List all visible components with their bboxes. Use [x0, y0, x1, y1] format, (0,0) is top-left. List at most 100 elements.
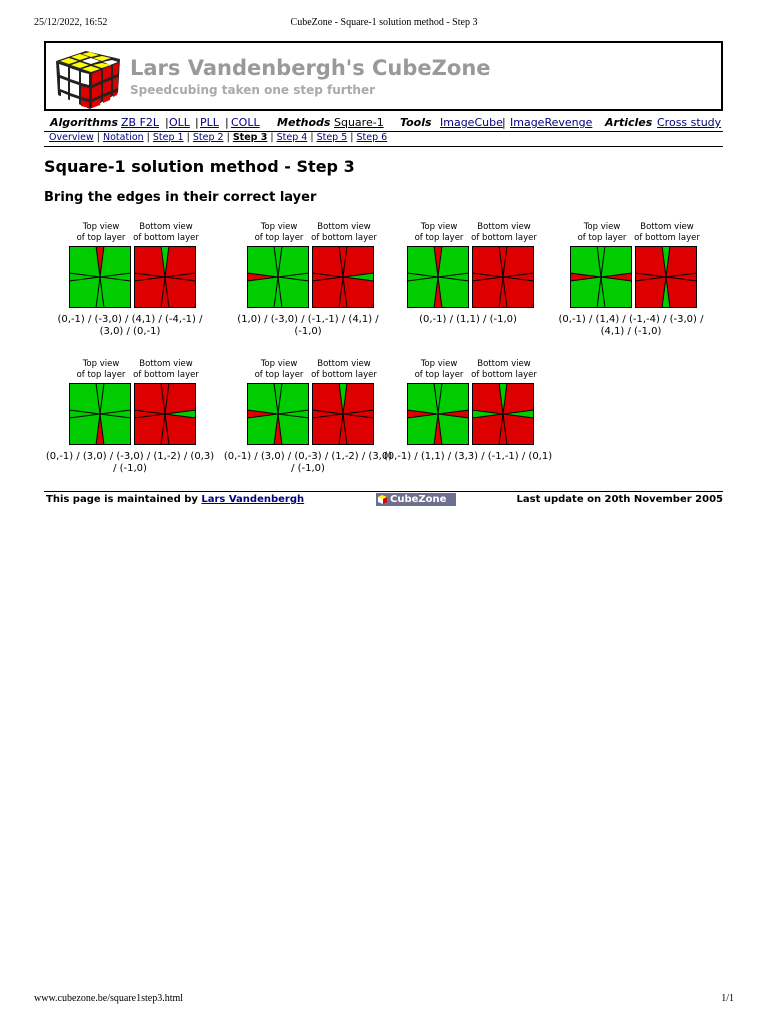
piece-divider [247, 413, 279, 419]
site-title: Lars Vandenbergh's CubeZone [130, 56, 491, 80]
edge-piece [601, 273, 632, 281]
piece-divider [437, 272, 469, 278]
top-view-label: Top view of top layer [246, 222, 312, 244]
nav-link-zb-f2l[interactable]: ZB F2L [121, 116, 160, 129]
piece-divider [665, 276, 697, 282]
edge-piece [499, 383, 507, 414]
piece-divider [502, 383, 508, 415]
piece-divider [69, 276, 101, 282]
edge-piece [339, 383, 347, 414]
edge-piece [274, 277, 282, 308]
nav-link-imagerevenge[interactable]: ImageRevenge [510, 116, 593, 129]
edge-piece [69, 410, 100, 418]
piece-divider [342, 272, 374, 278]
piece-divider [407, 276, 439, 282]
edge-piece [597, 246, 605, 277]
view-border [312, 246, 374, 308]
piece-divider [665, 276, 671, 308]
bottom-view-label: Bottom view of bottom layer [133, 222, 199, 244]
piece-divider [472, 413, 504, 419]
maintainer-link[interactable]: Lars Vandenbergh [201, 494, 305, 505]
piece-divider [338, 276, 344, 308]
edge-piece [339, 246, 347, 277]
edge-piece [161, 277, 169, 308]
nav-link-imagecube[interactable]: ImageCube [440, 116, 503, 129]
top-view-label: Top view of top layer [406, 222, 472, 244]
piece-divider [69, 409, 101, 415]
bottom-view-label: Bottom view of bottom layer [471, 222, 537, 244]
piece-divider [596, 246, 602, 278]
view-labels: Top view of top layer Bottom view of bottom… [546, 222, 716, 244]
edge-piece [407, 410, 438, 418]
edge-piece [96, 383, 104, 414]
piece-divider [433, 383, 439, 415]
print-page-number: 1/1 [721, 993, 734, 1004]
piece-divider [407, 409, 439, 415]
subnav-step-3[interactable]: Step 3 [232, 132, 268, 143]
piece-divider [437, 246, 443, 278]
nav-link-coll[interactable]: COLL [231, 116, 260, 129]
piece-divider [99, 383, 105, 415]
top-layer-diagram [407, 383, 469, 445]
piece-divider [247, 409, 279, 415]
subnav-notation[interactable]: Notation [102, 132, 144, 143]
nav-separator: | [502, 116, 506, 129]
edge-piece [247, 273, 278, 281]
site-tagline: Speedcubing taken one step further [130, 83, 376, 97]
nav-link-square-1[interactable]: Square-1 [334, 116, 384, 129]
subnav-step-4[interactable]: Step 4 [276, 132, 308, 143]
bottom-layer-diagram [134, 246, 196, 308]
piece-divider [661, 276, 667, 308]
piece-divider [472, 272, 504, 278]
edge-piece [247, 410, 278, 418]
edge-piece [100, 410, 131, 418]
case-diagrams [45, 381, 215, 445]
edge-piece [407, 273, 438, 281]
edge-piece [472, 273, 503, 281]
piece-divider [498, 246, 504, 278]
subnav-step-6[interactable]: Step 6 [356, 132, 388, 143]
nav-link-pll[interactable]: PLL [200, 116, 219, 129]
bottom-view-label-line: of bottom layer [471, 233, 537, 243]
piece-divider [99, 409, 131, 415]
subnav-step-2[interactable]: Step 2 [192, 132, 224, 143]
nav-link-oll[interactable]: OLL [169, 116, 190, 129]
piece-divider [342, 276, 348, 308]
piece-divider [69, 413, 101, 419]
step-nav: Overview | Notation | Step 1 | Step 2 | … [44, 131, 723, 147]
piece-divider [338, 413, 344, 445]
cubezone-badge[interactable]: CubeZone [376, 493, 456, 506]
subnav-step-1[interactable]: Step 1 [152, 132, 184, 143]
bottom-view-label: Bottom view of bottom layer [634, 222, 700, 244]
print-url: www.cubezone.be/square1step3.html [34, 993, 184, 1004]
maintainer-line: This page is maintained by Lars Vandenbe… [46, 494, 304, 505]
case-item: Top view of top layer Bottom view of bottom… [45, 359, 215, 475]
bottom-view-label-line: of bottom layer [311, 370, 377, 380]
edge-piece [570, 273, 601, 281]
view-border [570, 246, 632, 308]
edge-piece [499, 277, 507, 308]
view-border [407, 246, 469, 308]
piece-divider [164, 246, 170, 278]
piece-divider [247, 272, 279, 278]
subnav-overview[interactable]: Overview [49, 132, 94, 143]
piece-divider [273, 383, 279, 415]
edge-piece [312, 273, 343, 281]
edge-piece [339, 414, 347, 445]
piece-divider [160, 276, 166, 308]
nav-category-algorithms: Algorithms [50, 116, 119, 129]
piece-divider [277, 246, 283, 278]
edge-piece [472, 410, 503, 418]
piece-divider [312, 409, 344, 415]
piece-divider [312, 272, 344, 278]
subnav-step-5[interactable]: Step 5 [316, 132, 348, 143]
nav-separator: | [165, 116, 169, 129]
top-view-label: Top view of top layer [68, 222, 134, 244]
top-view-label-line: Top view [260, 222, 298, 232]
piece-divider [502, 276, 534, 282]
case-algorithm: (0,-1) / (1,1) / (3,3) / (-1,-1) / (0,1) [383, 451, 553, 462]
piece-divider [600, 272, 632, 278]
piece-divider [95, 276, 101, 308]
cube-logo[interactable] [52, 47, 124, 111]
nav-link-cross-study[interactable]: Cross study [657, 116, 722, 129]
